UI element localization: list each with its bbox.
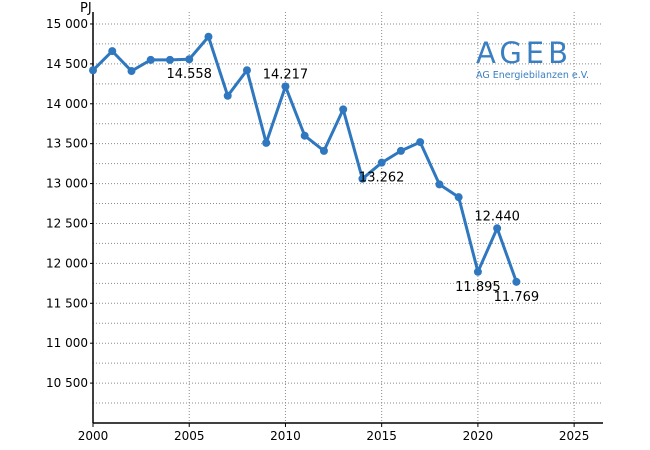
data-point <box>242 66 251 75</box>
data-point <box>493 224 502 233</box>
y-tick-label: 14 000 <box>46 97 88 111</box>
y-tick-label: 15 000 <box>46 17 88 31</box>
data-point <box>300 131 309 140</box>
data-point <box>146 55 155 64</box>
data-point <box>127 67 136 76</box>
logo-wordmark: AGEB <box>476 36 573 70</box>
data-point <box>89 66 97 75</box>
data-point <box>262 138 271 147</box>
data-point <box>339 105 348 114</box>
data-point <box>396 146 405 155</box>
data-label: 14.558 <box>166 67 212 82</box>
y-tick-label: 14 500 <box>46 57 88 71</box>
x-tick-label: 2025 <box>559 429 590 443</box>
x-tick-label: 2020 <box>463 429 494 443</box>
data-point <box>185 55 194 64</box>
x-tick-label: 2000 <box>78 429 109 443</box>
data-point <box>165 55 174 64</box>
y-tick-label: 11 500 <box>46 296 88 310</box>
ageb-logo: AGEB AG Energiebilanzen e.V. <box>476 38 596 82</box>
data-point <box>223 91 232 100</box>
data-label: 11.895 <box>455 280 501 295</box>
data-label: 14.217 <box>263 67 309 82</box>
data-point <box>377 158 386 167</box>
y-axis-unit-label: PJ <box>80 1 92 16</box>
y-tick-label: 11 000 <box>46 336 88 350</box>
logo-subtitle: AG Energiebilanzen e.V. <box>476 70 590 81</box>
data-point <box>108 47 117 56</box>
y-tick-label: 12 000 <box>46 256 88 270</box>
data-point <box>473 267 482 276</box>
x-tick-label: 2005 <box>174 429 205 443</box>
data-point <box>454 193 463 202</box>
x-tick-label: 2010 <box>270 429 301 443</box>
data-point <box>435 180 444 189</box>
data-label: 12.440 <box>474 209 520 224</box>
data-point <box>319 146 328 155</box>
y-tick-label: 13 500 <box>46 137 88 151</box>
data-label: 13.262 <box>359 171 405 186</box>
data-point <box>512 277 521 286</box>
x-tick-label: 2015 <box>366 429 397 443</box>
y-tick-label: 12 500 <box>46 216 88 230</box>
data-label: 11.769 <box>494 290 540 305</box>
y-tick-label: 13 000 <box>46 177 88 191</box>
y-tick-label: 10 500 <box>46 376 88 390</box>
data-point <box>281 82 290 91</box>
data-point <box>358 174 367 183</box>
data-point <box>204 32 213 41</box>
data-point <box>416 138 425 147</box>
